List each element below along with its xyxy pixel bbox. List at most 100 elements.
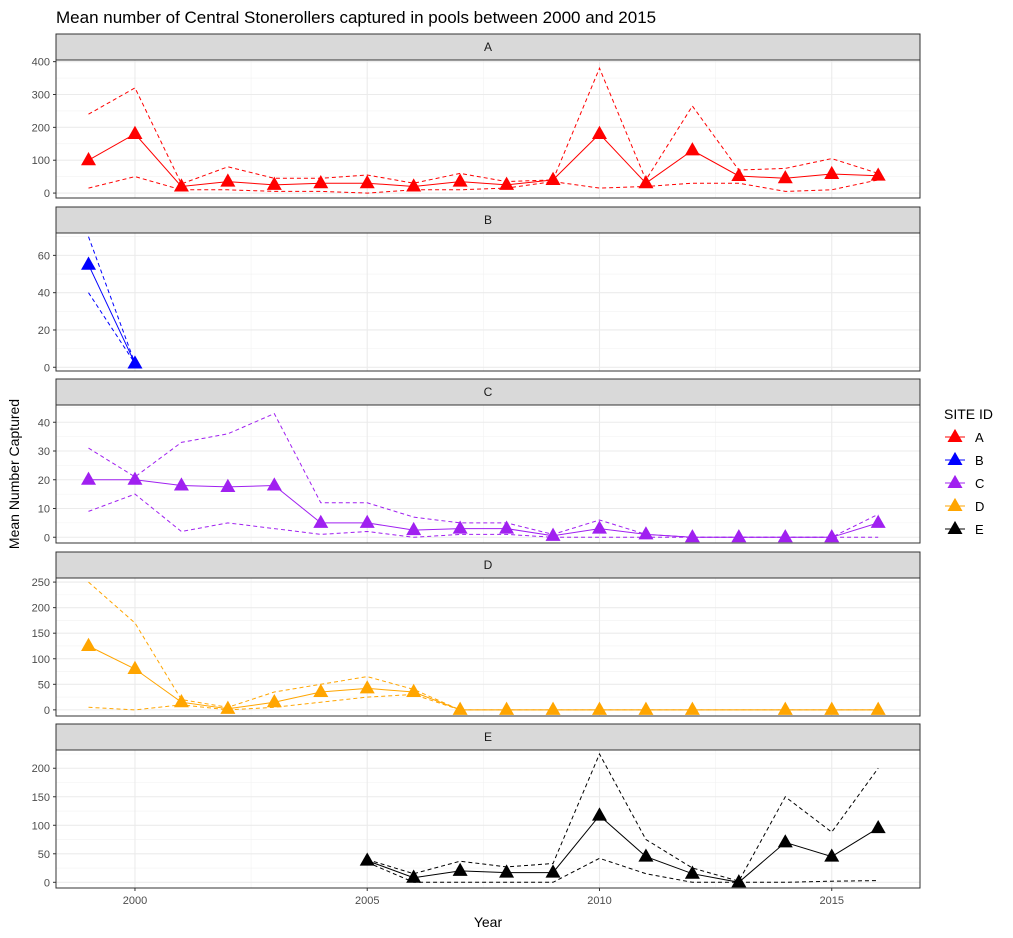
data-point	[870, 514, 886, 528]
legend-marker	[947, 451, 963, 466]
data-point	[127, 125, 143, 139]
data-point	[545, 527, 561, 541]
legend-marker	[947, 474, 963, 489]
data-point	[731, 529, 747, 543]
data-point	[127, 355, 143, 369]
y-tick-label: 50	[38, 849, 50, 861]
legend-marker	[947, 520, 963, 535]
data-point	[591, 520, 607, 534]
facet-strip-label: B	[484, 213, 492, 227]
data-point	[452, 701, 468, 715]
data-point	[499, 520, 515, 534]
data-point	[406, 683, 422, 697]
data-point	[452, 520, 468, 534]
facet-D: D 0 50 100 150 200 250	[32, 551, 921, 717]
y-tick-label: 100	[32, 654, 50, 666]
data-point	[591, 125, 607, 139]
legend-item-B: B	[945, 451, 984, 468]
y-tick-label: 400	[32, 57, 50, 69]
y-tick-label: 40	[38, 417, 50, 429]
data-point	[359, 680, 375, 694]
y-tick-label: 0	[44, 362, 50, 374]
data-point	[313, 683, 329, 697]
data-point	[638, 701, 654, 715]
data-point	[406, 178, 422, 192]
upper-bound-line	[88, 66, 879, 185]
data-point	[545, 701, 561, 715]
panel-border	[55, 404, 921, 544]
x-tick-label: 2010	[587, 895, 611, 907]
data-point	[359, 175, 375, 189]
panel-background	[56, 233, 920, 371]
panel-background	[56, 405, 920, 543]
data-point	[638, 175, 654, 189]
data-point	[684, 142, 700, 156]
data-point	[777, 701, 793, 715]
x-tick-label: 2000	[123, 895, 147, 907]
data-point	[731, 167, 747, 182]
y-tick-label: 0	[44, 877, 50, 889]
facet-C: C 0 10 20 30 40	[38, 378, 921, 544]
facet-strip-label: C	[484, 385, 493, 399]
legend-label: B	[975, 453, 984, 468]
panel-background	[56, 60, 920, 198]
facet-strip-label: D	[484, 558, 493, 572]
data-point	[545, 171, 561, 185]
data-point	[545, 864, 561, 878]
legend-item-E: E	[945, 520, 984, 537]
data-point	[638, 848, 654, 862]
upper-bound-line	[88, 236, 136, 364]
y-tick-label: 0	[44, 188, 50, 200]
data-point	[777, 170, 793, 184]
data-point	[406, 521, 422, 536]
data-point	[266, 176, 282, 190]
mean-line	[88, 479, 879, 538]
data-point	[824, 848, 840, 862]
data-point	[266, 477, 282, 491]
legend-item-A: A	[945, 428, 984, 445]
legend-title: SITE ID	[944, 406, 993, 422]
data-point	[359, 852, 375, 866]
y-tick-label: 0	[44, 705, 50, 717]
panel-border	[55, 577, 921, 717]
y-tick-label: 10	[38, 504, 50, 516]
y-tick-label: 20	[38, 475, 50, 487]
data-point	[777, 529, 793, 543]
data-point	[870, 819, 886, 834]
data-point	[870, 701, 886, 715]
data-point	[173, 178, 189, 192]
data-point	[452, 173, 468, 187]
legend-marker	[947, 497, 963, 512]
data-point	[127, 660, 143, 674]
facet-strip-label: A	[484, 40, 492, 54]
data-point	[638, 526, 654, 540]
facet-strip	[55, 33, 921, 61]
data-point	[499, 864, 515, 878]
facet-strip	[55, 723, 921, 751]
data-point	[220, 478, 236, 492]
y-tick-label: 20	[38, 325, 50, 337]
legend-item-D: D	[945, 497, 984, 514]
panel-background	[56, 750, 920, 888]
data-point	[824, 701, 840, 715]
chart-title: Mean number of Central Stonerollers capt…	[56, 8, 656, 27]
mean-line	[88, 264, 136, 364]
facet-E: E 0 50 100 150 200	[32, 723, 921, 889]
legend-label: E	[975, 522, 984, 537]
data-point	[684, 865, 700, 879]
data-point	[359, 514, 375, 528]
facet-strip	[55, 378, 921, 406]
facet-B: B 0 20 40 60	[38, 206, 921, 374]
y-tick-label: 30	[38, 446, 50, 458]
facet-A: A 0 100 200 300 400	[32, 33, 921, 200]
data-point	[591, 701, 607, 715]
panel-border	[55, 749, 921, 889]
data-point	[220, 700, 236, 714]
data-point	[173, 477, 189, 491]
y-tick-label: 250	[32, 577, 50, 589]
x-axis-title: Year	[474, 914, 503, 930]
legend-label: D	[975, 499, 984, 514]
y-tick-label: 100	[32, 155, 50, 167]
